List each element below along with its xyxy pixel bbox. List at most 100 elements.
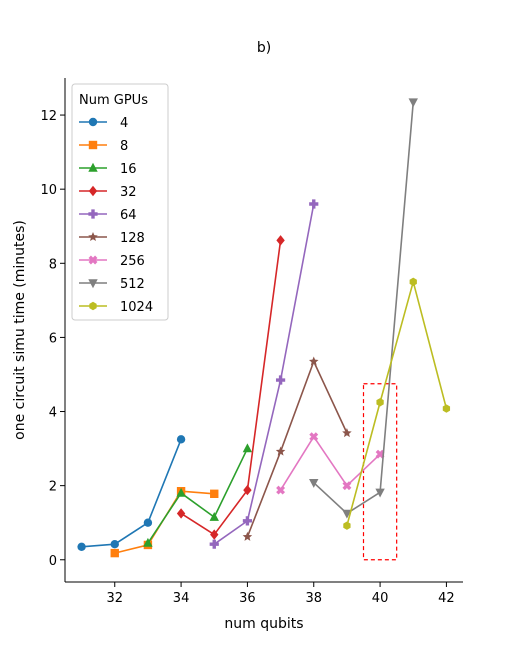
legend-item-8: 8 <box>79 139 128 154</box>
legend-marker <box>88 232 98 242</box>
data-point <box>309 432 319 442</box>
data-point <box>176 487 186 497</box>
data-point <box>143 518 153 527</box>
y-tick-label: 6 <box>49 331 57 346</box>
series-line <box>114 490 215 554</box>
data-point <box>408 98 418 108</box>
data-point <box>242 531 253 541</box>
x-tick-label: 32 <box>106 591 123 606</box>
legend-marker <box>88 162 98 172</box>
legend-item-4: 4 <box>79 116 128 131</box>
x-tick-label: 38 <box>305 591 322 606</box>
x-tick-label: 34 <box>173 591 190 606</box>
series-16 <box>143 443 253 547</box>
data-point <box>276 485 286 495</box>
data-point <box>342 509 352 519</box>
legend-item-1024: 1024 <box>79 300 153 315</box>
series-line <box>81 439 182 548</box>
data-point <box>77 542 86 551</box>
data-point <box>210 529 219 540</box>
legend-label: 8 <box>120 139 128 154</box>
series-64 <box>209 199 319 549</box>
series-8 <box>110 487 219 558</box>
legend-label: 4 <box>120 116 128 131</box>
data-point <box>110 540 119 549</box>
legend-label: 512 <box>120 277 145 292</box>
series-1024 <box>343 277 451 530</box>
legend-item-32: 32 <box>79 185 137 200</box>
y-tick-label: 10 <box>40 183 57 198</box>
data-point <box>275 375 286 385</box>
legend-item-16: 16 <box>79 162 137 177</box>
data-point <box>309 199 319 209</box>
legend-marker <box>88 185 98 197</box>
data-point <box>309 478 319 488</box>
x-axis-label: num qubits <box>224 616 303 632</box>
legend-marker <box>88 209 98 219</box>
y-tick-label: 2 <box>49 480 57 495</box>
x-tick-label: 42 <box>438 591 455 606</box>
series-line <box>313 102 415 515</box>
y-axis-label: one circuit simu time (minutes) <box>12 220 28 440</box>
legend-items: 4 8 16 32 64 128 256 512 1024 <box>79 116 153 315</box>
series-line <box>147 448 249 544</box>
highlight-box <box>362 383 398 561</box>
legend-label: 128 <box>120 231 145 246</box>
series-512 <box>309 98 418 519</box>
data-point <box>342 481 352 491</box>
x-tick-label: 36 <box>239 591 256 606</box>
legend-item-512: 512 <box>79 277 145 292</box>
data-point <box>376 398 384 407</box>
y-tick-label: 4 <box>49 406 57 421</box>
y-tick-label: 12 <box>40 109 57 124</box>
legend-title: Num GPUs <box>79 93 148 108</box>
chart-title: b) <box>257 40 271 56</box>
data-point <box>343 521 351 530</box>
series-128 <box>242 356 352 541</box>
legend-label: 32 <box>120 185 137 200</box>
legend-marker <box>89 301 97 311</box>
data-point <box>143 537 153 547</box>
legend-marker <box>88 255 98 265</box>
legend-marker <box>88 140 98 150</box>
data-point <box>110 548 119 558</box>
data-point <box>243 484 252 496</box>
data-point <box>210 489 219 498</box>
legend-label: 1024 <box>120 300 153 315</box>
legend-item-256: 256 <box>79 254 145 269</box>
y-tick-label: 0 <box>49 554 57 569</box>
legend-item-128: 128 <box>79 231 145 246</box>
x-ticks: 32 34 36 38 40 42 <box>106 582 455 606</box>
series-4 <box>77 435 186 551</box>
data-point <box>176 435 186 444</box>
data-point <box>375 449 385 459</box>
series-line <box>180 240 282 536</box>
series-32 <box>176 235 285 540</box>
series-line <box>246 360 348 538</box>
y-ticks: 0 2 4 6 8 10 12 <box>40 109 65 569</box>
plot-area <box>77 98 451 558</box>
x-tick-label: 40 <box>372 591 389 606</box>
y-tick-label: 8 <box>49 257 57 272</box>
legend-marker <box>88 117 98 127</box>
legend-label: 256 <box>120 254 145 269</box>
data-point <box>308 356 319 366</box>
series-line <box>346 281 448 526</box>
annotation-layer <box>362 383 398 561</box>
data-point <box>409 277 417 287</box>
legend-label: 64 <box>120 208 137 223</box>
data-point <box>442 404 451 413</box>
series-line <box>213 203 315 545</box>
data-point <box>375 488 385 498</box>
data-point <box>342 428 352 438</box>
axes <box>64 78 463 583</box>
data-point <box>242 443 253 453</box>
legend: Num GPUs 4 8 16 32 64 128 256 512 1024 <box>71 83 169 321</box>
data-point <box>276 235 285 246</box>
data-point <box>176 508 186 519</box>
data-point <box>209 539 219 549</box>
data-point <box>242 516 253 526</box>
legend-marker <box>88 279 98 289</box>
data-point <box>209 511 219 521</box>
